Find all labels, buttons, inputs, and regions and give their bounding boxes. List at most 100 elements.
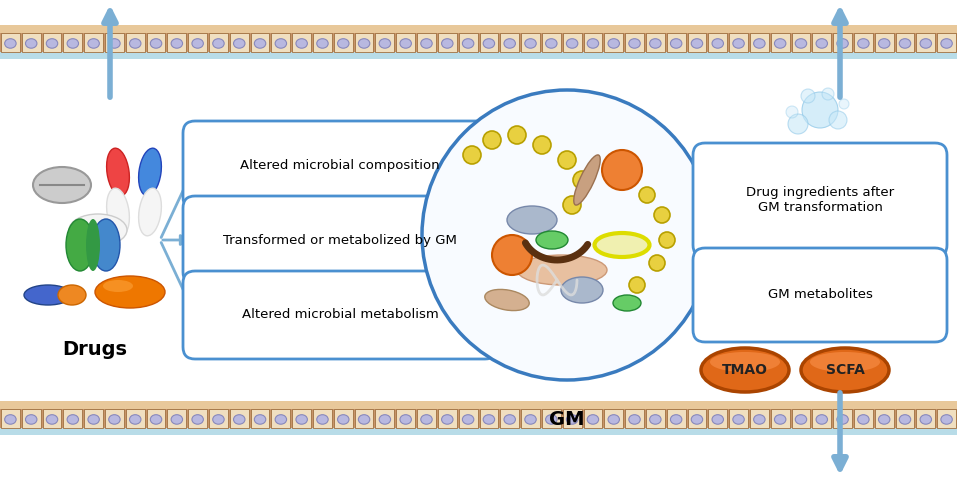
Ellipse shape [92,219,120,271]
Bar [917,409,935,428]
Circle shape [463,146,481,164]
Ellipse shape [754,415,765,424]
Ellipse shape [421,415,433,424]
Ellipse shape [629,415,640,424]
Ellipse shape [106,188,129,236]
Ellipse shape [671,415,682,424]
Ellipse shape [46,39,57,48]
FancyBboxPatch shape [693,248,947,342]
Bar [272,409,290,428]
Bar [292,33,311,52]
Bar [854,409,873,428]
Bar [875,33,894,52]
Ellipse shape [109,415,121,424]
Bar [334,33,353,52]
Bar [230,33,249,52]
Bar [687,409,706,428]
Bar [63,409,82,428]
Bar [438,33,456,52]
Circle shape [788,114,808,134]
Ellipse shape [150,39,162,48]
Bar [251,33,270,52]
Ellipse shape [129,415,141,424]
Bar [542,33,561,52]
Bar [125,33,145,52]
Ellipse shape [504,415,516,424]
Bar [667,33,685,52]
Ellipse shape [58,285,86,305]
Bar [1,33,20,52]
Bar [479,33,499,52]
Text: GM: GM [549,410,585,429]
Ellipse shape [24,285,72,305]
Bar [230,409,249,428]
Ellipse shape [358,415,369,424]
Ellipse shape [524,39,536,48]
Text: Transformed or metabolized by GM: Transformed or metabolized by GM [223,233,456,247]
Ellipse shape [920,39,931,48]
Bar [167,33,187,52]
Ellipse shape [88,39,100,48]
Bar [501,409,519,428]
Ellipse shape [296,39,307,48]
Ellipse shape [109,39,121,48]
Ellipse shape [103,280,133,292]
Circle shape [563,196,581,214]
Ellipse shape [691,415,702,424]
Ellipse shape [379,39,390,48]
Ellipse shape [816,39,828,48]
Ellipse shape [69,214,127,246]
Bar [396,33,415,52]
Ellipse shape [255,39,266,48]
Ellipse shape [671,39,682,48]
Ellipse shape [650,39,661,48]
Bar [0,25,957,59]
Ellipse shape [594,233,650,257]
Bar [417,409,435,428]
Bar [812,409,832,428]
Bar [375,409,394,428]
Bar [522,409,540,428]
Ellipse shape [941,415,952,424]
Circle shape [639,187,655,203]
Ellipse shape [86,219,100,271]
Bar [167,409,187,428]
Ellipse shape [66,219,94,271]
Bar [375,33,394,52]
Ellipse shape [561,277,603,303]
Ellipse shape [536,231,568,249]
Ellipse shape [879,415,890,424]
Circle shape [602,150,642,190]
Circle shape [558,151,576,169]
Ellipse shape [171,39,183,48]
Bar [292,409,311,428]
Ellipse shape [650,415,661,424]
Ellipse shape [338,415,349,424]
Bar [125,409,145,428]
Bar [896,409,914,428]
Ellipse shape [920,415,931,424]
Bar [875,409,894,428]
Text: Drug ingredients after
GM transformation: Drug ingredients after GM transformation [746,186,894,214]
Bar [479,409,499,428]
Bar [834,409,852,428]
Ellipse shape [400,415,412,424]
Ellipse shape [701,348,789,392]
Ellipse shape [712,415,723,424]
Ellipse shape [836,415,848,424]
Ellipse shape [857,415,869,424]
Ellipse shape [441,39,453,48]
Ellipse shape [810,352,880,372]
Ellipse shape [483,415,495,424]
Ellipse shape [733,39,745,48]
Bar [729,409,748,428]
Text: Altered microbial metabolism: Altered microbial metabolism [241,308,438,321]
Bar [750,33,768,52]
Bar [812,33,832,52]
Circle shape [802,92,838,128]
Bar [43,33,61,52]
Bar [501,33,519,52]
Bar [937,409,956,428]
Bar [0,428,957,435]
Circle shape [654,207,670,223]
